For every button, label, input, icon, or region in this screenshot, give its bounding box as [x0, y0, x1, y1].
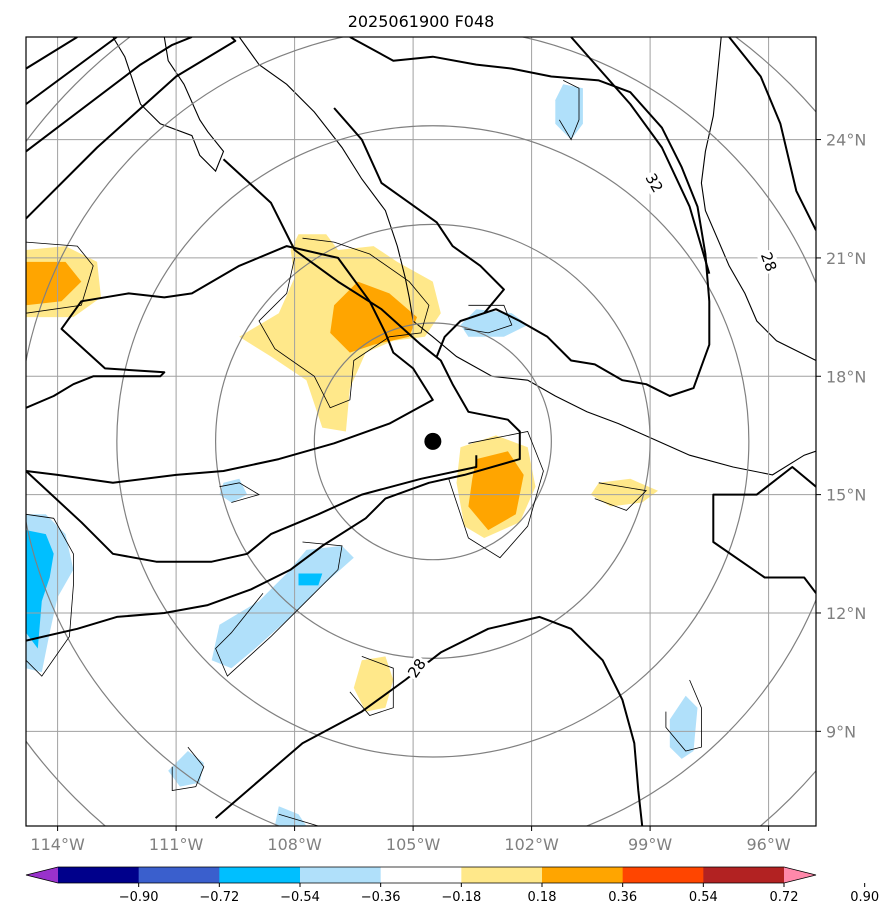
thin-contour-12 — [274, 813, 319, 826]
thick-contour-4 — [26, 158, 521, 642]
thick-contour-3 — [26, 37, 237, 220]
colorbar-label-2: −0.54 — [280, 890, 320, 905]
lon-tick-label-6: 96°W — [747, 835, 791, 854]
colorbar-segment-2 — [219, 867, 301, 883]
coastline-segment-1 — [238, 37, 816, 476]
colorbar-segment-8 — [703, 867, 785, 883]
shaded-region-3 — [330, 281, 417, 353]
colorbar-label-9: 0.90 — [850, 890, 879, 905]
contour-label-bg-1 — [756, 248, 781, 276]
thick-contour-0 — [26, 37, 78, 70]
thin-contour-2 — [448, 431, 544, 559]
lat-tick-label-4: 21°N — [826, 249, 866, 268]
shaded-region-10 — [219, 478, 248, 503]
thin-contours — [26, 80, 702, 826]
thin-contour-6 — [558, 80, 580, 141]
thin-contour-10 — [665, 679, 702, 752]
thin-contour-4 — [349, 656, 394, 716]
thin-contour-0 — [26, 241, 94, 314]
coastline-segment-0 — [112, 37, 225, 173]
shaded-region-5 — [468, 451, 524, 531]
lat-tick-label-0: 9°N — [826, 722, 856, 741]
chart-title: 2025061900 F048 — [348, 12, 495, 31]
shaded-region-15 — [669, 695, 698, 759]
thick-contour-10 — [570, 37, 711, 274]
axis-ticks: 114°W 111°W 108°W 105°W 102°W 99°W 96°W 9°N 12°N… — [30, 131, 866, 854]
colorbar-label-6: 0.36 — [608, 890, 637, 905]
thin-contour-1 — [258, 237, 430, 409]
lat-tick-label-1: 12°N — [826, 604, 866, 623]
colorbar-label-3: −0.36 — [361, 890, 401, 905]
thick-contour-12 — [712, 466, 816, 594]
center-marker — [424, 432, 442, 450]
colorbar-label-0: −0.90 — [119, 890, 159, 905]
shaded-region-1 — [26, 261, 82, 306]
lon-tick-label-3: 105°W — [386, 835, 441, 854]
contour-label-1: 28 — [757, 250, 780, 274]
thick-contour-5 — [26, 245, 434, 484]
lon-tick-label-4: 102°W — [504, 835, 559, 854]
lon-tick-label-5: 99°W — [628, 835, 672, 854]
thick-contour-7 — [214, 615, 644, 826]
colorbar-label-7: 0.54 — [689, 890, 718, 905]
colorbar-label-8: 0.72 — [770, 890, 799, 905]
contour-label-bg-0 — [640, 168, 668, 197]
contour-label-bg-2 — [403, 654, 431, 683]
lat-tick-label-3: 18°N — [826, 367, 866, 386]
thin-contour-9 — [215, 541, 343, 677]
shaded-region-7 — [353, 656, 394, 712]
shaded-region-14 — [298, 573, 323, 586]
colorbar-segment-6 — [542, 867, 624, 883]
colorbar-outline — [25, 866, 817, 884]
thin-contour-7 — [219, 482, 260, 503]
colorbar-segment-4 — [380, 867, 462, 883]
gridlines — [26, 37, 816, 826]
map-frame — [25, 36, 817, 827]
colorbar-extend-high — [784, 867, 816, 883]
thick-contour-1 — [26, 37, 118, 105]
colorbar-segment-7 — [622, 867, 704, 883]
colorbar-segment-0 — [58, 867, 140, 883]
shaded-region-16 — [168, 751, 204, 787]
colorbar-label-5: 0.18 — [528, 890, 557, 905]
range-ring-0 — [313, 322, 552, 561]
lat-tick-label-5: 24°N — [826, 131, 866, 150]
shaded-region-17 — [274, 806, 307, 826]
lon-tick-label-0: 114°W — [30, 835, 85, 854]
range-ring-2 — [116, 125, 750, 758]
colorbar-segment-5 — [461, 867, 543, 883]
shaded-region-12 — [26, 530, 54, 649]
colorbar-extend-low — [26, 867, 58, 883]
thin-contour-11 — [171, 746, 205, 791]
thick-contour-2 — [26, 37, 193, 153]
thick-contour-8 — [349, 37, 711, 397]
thick-contours — [26, 37, 816, 826]
thick-contour-11 — [728, 37, 816, 231]
coastline-segment-2 — [700, 37, 816, 361]
shaded-region-8 — [555, 84, 583, 140]
shaded-field — [26, 84, 698, 826]
lon-tick-label-1: 111°W — [149, 835, 204, 854]
coastline — [112, 37, 816, 476]
storm-center — [424, 432, 442, 450]
colorbar-label-4: −0.18 — [441, 890, 481, 905]
thin-contour-3 — [594, 482, 648, 511]
map-background — [26, 37, 816, 826]
colorbar-segment-3 — [300, 867, 382, 883]
shaded-region-6 — [590, 478, 658, 507]
colorbar: −0.90 −0.72 −0.54 −0.36 −0.18 0.18 0.36 0.54 0.7… — [25, 866, 879, 905]
colorbar-segment-1 — [138, 867, 220, 883]
thick-contour-6 — [26, 455, 478, 563]
colorbar-label-1: −0.72 — [199, 890, 239, 905]
lat-tick-label-2: 15°N — [826, 486, 866, 505]
thick-contour-9 — [333, 107, 505, 314]
lon-tick-label-2: 108°W — [267, 835, 322, 854]
thin-contour-8 — [26, 513, 74, 677]
